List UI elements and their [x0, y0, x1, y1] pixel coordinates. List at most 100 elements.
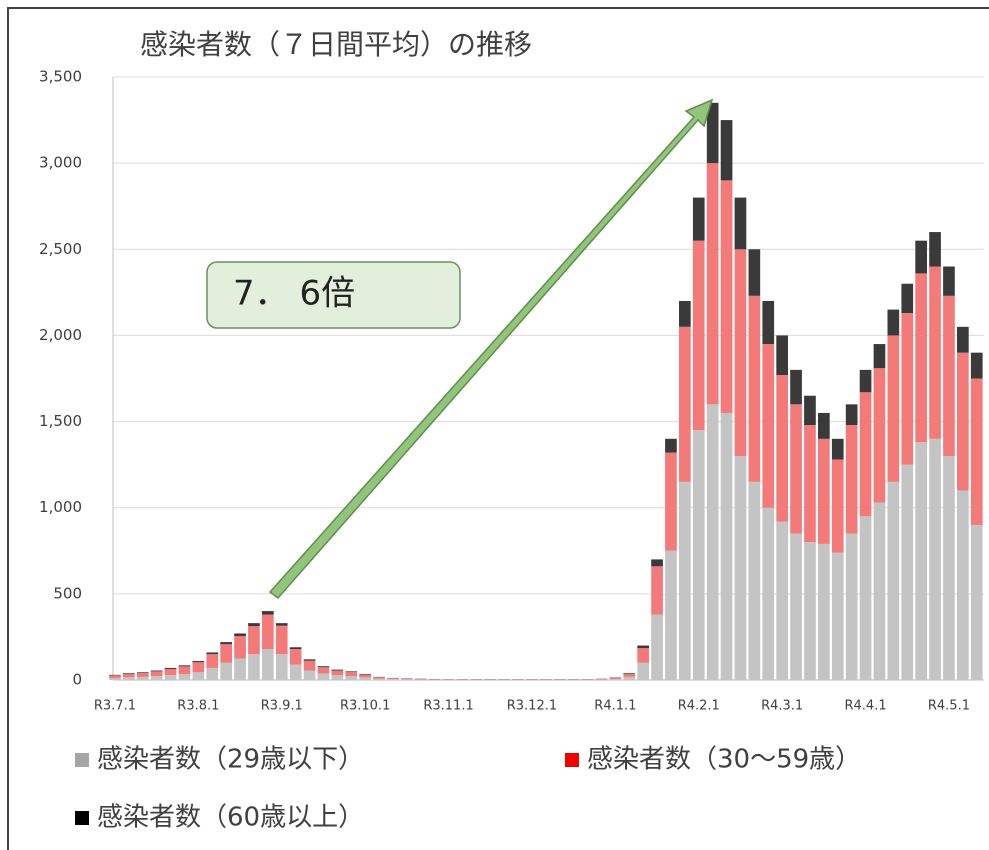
bar-segment: [275, 654, 288, 680]
bar-segment: [136, 672, 149, 677]
x-tick-label: R4.1.1: [594, 699, 636, 714]
y-tick-label: 2,000: [39, 326, 82, 344]
arrow: [268, 98, 714, 600]
bar-segment: [873, 344, 886, 369]
bar-segment: [262, 611, 274, 615]
bar-segment: [651, 566, 663, 615]
bar-segment: [164, 667, 177, 669]
bar-segment: [679, 300, 691, 327]
bar-segment: [692, 197, 705, 241]
bar-segment: [679, 326, 691, 482]
bar-segment: [915, 273, 927, 443]
bar-segment: [136, 672, 149, 673]
bar-segment: [957, 490, 969, 680]
bar-segment: [150, 670, 163, 672]
bar-segment: [331, 670, 344, 676]
bar-segment: [637, 645, 649, 649]
bar-segment: [345, 676, 358, 680]
bar-segment: [220, 662, 232, 680]
x-tick-label: R4.5.1: [928, 699, 970, 714]
bar-segment: [623, 676, 636, 680]
bar-segment: [970, 378, 983, 525]
bar-segment: [178, 666, 191, 674]
bar-segment: [289, 664, 302, 680]
bar-segment: [929, 438, 941, 680]
bar-segment: [317, 666, 330, 668]
bar-segment: [150, 676, 163, 680]
bar-segment: [178, 673, 191, 680]
bar-segment: [373, 677, 385, 679]
bar-segment: [887, 309, 900, 336]
bar-segment: [317, 673, 330, 680]
bar-segment: [206, 652, 219, 655]
bar-segment: [248, 623, 260, 627]
bar-segment: [289, 647, 302, 649]
bar-segment: [845, 533, 858, 680]
bar-segment: [818, 412, 830, 439]
legend-label: 感染者数（29歳以下）: [97, 745, 364, 775]
bar-segment: [109, 675, 121, 678]
bar-segment: [943, 456, 955, 680]
bar-segment: [762, 300, 775, 345]
bar-segment: [109, 677, 121, 680]
bar-segment: [192, 662, 205, 673]
bar-segment: [970, 352, 983, 379]
bar-segment: [123, 673, 135, 674]
bar-segment: [359, 673, 371, 675]
bar-segment: [414, 679, 427, 680]
bar-segment: [804, 425, 816, 543]
bar-segment: [234, 633, 246, 637]
x-tick-label: R3.9.1: [261, 699, 303, 714]
bar-segment: [790, 404, 802, 534]
bar-segment: [970, 524, 983, 680]
bar-segment: [234, 658, 246, 680]
bar-segment: [901, 313, 914, 465]
bar-segment: [248, 626, 260, 655]
x-tick-label: R3.10.1: [340, 699, 390, 714]
bar-segment: [804, 395, 816, 426]
bar-segment: [762, 344, 775, 508]
bar-segment: [887, 335, 900, 482]
bar-segment: [845, 425, 858, 534]
x-tick-label: R4.2.1: [678, 699, 720, 714]
bar-segment: [164, 668, 177, 676]
bar-segment: [401, 679, 413, 680]
bar-segment: [651, 559, 663, 567]
annotation-box: [206, 261, 461, 329]
chart-title: 感染者数（７日間平均）の推移: [140, 28, 532, 61]
bar-segment: [192, 661, 205, 663]
bar-segment: [428, 679, 441, 680]
bar-segment: [776, 335, 788, 376]
bar-segment: [387, 679, 399, 680]
bar-segment: [609, 677, 622, 679]
bar-segment: [303, 660, 316, 671]
bar-segment: [414, 678, 427, 680]
legend-label: 感染者数（30〜59歳）: [587, 745, 861, 775]
bar-segment: [651, 614, 663, 680]
bar-segment: [275, 623, 288, 626]
y-tick-label: 2,500: [39, 240, 82, 258]
x-tick-label: R3.8.1: [177, 699, 219, 714]
bar-segment: [623, 673, 636, 674]
bar-segment: [665, 452, 677, 551]
bar-segment: [873, 502, 886, 680]
y-tick-label: 1,000: [39, 498, 82, 516]
bar-segment: [331, 669, 344, 671]
bar-segment: [804, 542, 816, 680]
bar-segment: [734, 456, 747, 680]
legend-swatch: [565, 753, 579, 767]
bar-segment: [401, 678, 413, 680]
bar-segment: [109, 674, 121, 676]
y-tick-label: 3,000: [39, 154, 82, 172]
bar-segment: [359, 677, 371, 680]
bar-segment: [915, 240, 927, 274]
bar-segment: [303, 659, 316, 661]
bar-segment: [317, 667, 330, 674]
bar-segment: [206, 654, 219, 668]
bar-segment: [915, 442, 927, 680]
bar-segment: [776, 375, 788, 522]
bar-segment: [178, 665, 191, 667]
bar-segment: [331, 675, 344, 680]
annotation: 7． 6倍: [233, 274, 355, 314]
bar-segment: [248, 654, 260, 680]
